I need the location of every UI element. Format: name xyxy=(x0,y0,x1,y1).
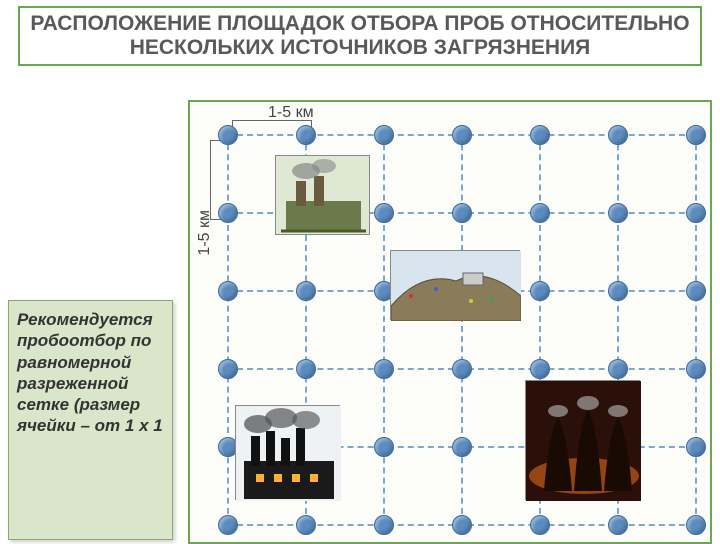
sample-point xyxy=(296,125,316,145)
grid-vline xyxy=(461,134,463,524)
sample-point xyxy=(374,515,394,535)
sample-point xyxy=(218,281,238,301)
sample-point xyxy=(296,515,316,535)
dimension-label-top: 1-5 км xyxy=(268,104,314,122)
sample-point xyxy=(530,125,550,145)
sample-point xyxy=(374,437,394,457)
sample-point xyxy=(686,515,706,535)
sample-point xyxy=(218,125,238,145)
sample-point xyxy=(218,203,238,223)
sample-point xyxy=(452,359,472,379)
sample-point xyxy=(452,203,472,223)
sample-point xyxy=(452,125,472,145)
grid-vline xyxy=(695,134,697,524)
sample-point xyxy=(608,281,628,301)
sample-point xyxy=(374,203,394,223)
source-cooling-towers xyxy=(525,380,640,500)
sample-point xyxy=(218,359,238,379)
dimension-label-left: 1-5 км xyxy=(196,210,214,256)
sample-point xyxy=(530,203,550,223)
sample-point xyxy=(608,203,628,223)
grid-vline xyxy=(383,134,385,524)
sample-point xyxy=(296,281,316,301)
sample-point xyxy=(374,125,394,145)
page-title: РАСПОЛОЖЕНИЕ ПЛОЩАДОК ОТБОРА ПРОБ ОТНОСИ… xyxy=(18,6,702,66)
sample-point xyxy=(218,515,238,535)
sample-point xyxy=(686,125,706,145)
sample-point xyxy=(686,359,706,379)
grid-vline xyxy=(227,134,229,524)
sample-point xyxy=(686,437,706,457)
recommendation-text: Рекомендуется пробоотбор по равномерной … xyxy=(8,300,173,540)
sample-point xyxy=(296,359,316,379)
source-factory-2 xyxy=(235,405,340,500)
sample-point xyxy=(608,125,628,145)
sample-point xyxy=(452,515,472,535)
sample-point xyxy=(530,359,550,379)
sample-point xyxy=(686,203,706,223)
sample-point xyxy=(374,359,394,379)
sample-point xyxy=(686,281,706,301)
sample-point xyxy=(452,437,472,457)
sample-point xyxy=(530,281,550,301)
source-factory-1 xyxy=(275,155,370,235)
sample-point xyxy=(608,359,628,379)
sample-point xyxy=(530,515,550,535)
sample-point xyxy=(608,515,628,535)
source-landfill xyxy=(390,250,520,320)
